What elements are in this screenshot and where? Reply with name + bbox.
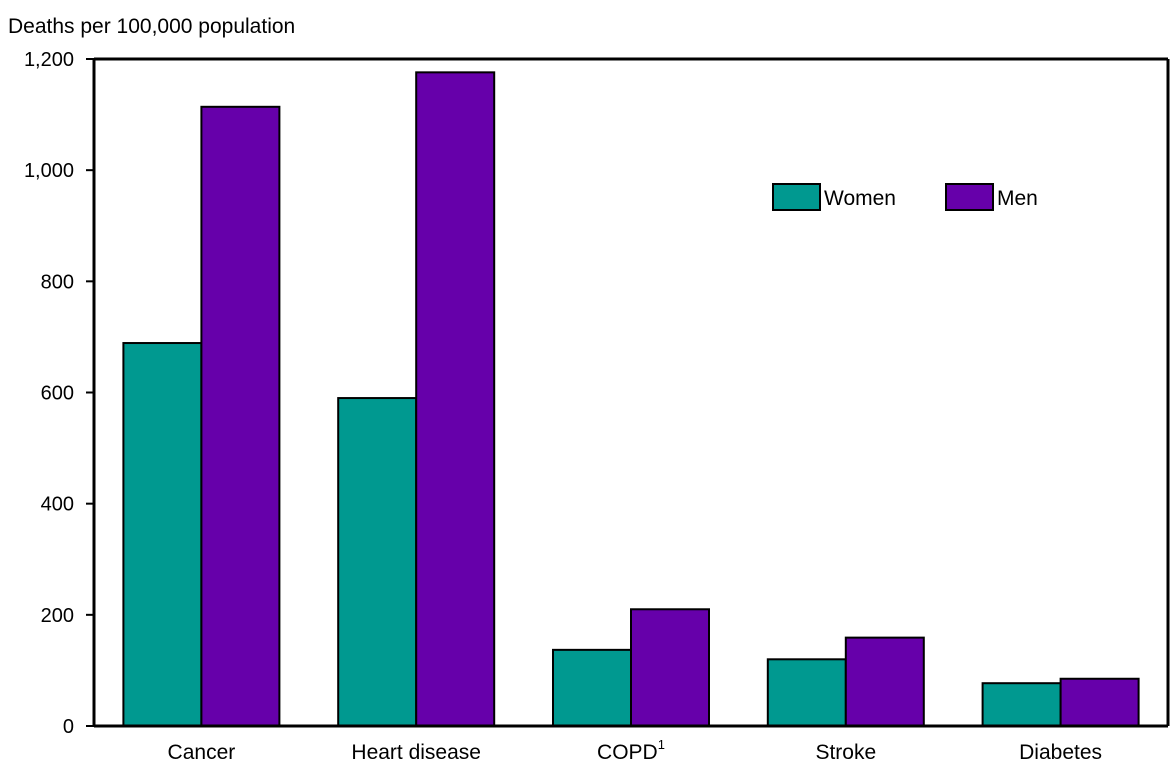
- x-tick-label-text: COPD: [597, 741, 658, 762]
- legend-swatch-men: [945, 183, 994, 211]
- bar-women-cancer: [122, 342, 203, 727]
- x-tick-label: COPD1: [597, 737, 665, 762]
- y-axis-ticks: 0 200 400 600 800 1,000 1,200: [24, 49, 94, 738]
- y-tick-label: 0: [63, 716, 74, 738]
- bar-women-diabetes: [981, 682, 1062, 727]
- y-tick-label: 400: [41, 494, 74, 516]
- axes: [92, 57, 1170, 728]
- y-tick-label: 600: [41, 383, 74, 405]
- bar-women-stroke: [766, 658, 847, 727]
- bar-men-cancer: [200, 105, 281, 727]
- y-tick-label: 1,200: [24, 49, 74, 71]
- legend-label-men: Men: [997, 187, 1038, 210]
- bar-men-diabetes: [1059, 677, 1140, 727]
- y-axis-title: Deaths per 100,000 population: [8, 15, 295, 38]
- legend-swatch-women: [772, 183, 821, 211]
- x-tick-label-text: Diabetes: [1019, 741, 1102, 762]
- x-tick-label: Stroke: [815, 741, 876, 762]
- y-tick-label: 1,000: [24, 160, 74, 182]
- x-tick-label-text: Heart disease: [351, 741, 481, 762]
- x-tick-label: Cancer: [168, 741, 236, 762]
- y-tick-label: 200: [41, 605, 74, 627]
- legend-label-women: Women: [824, 187, 896, 210]
- x-tick-label-text: Stroke: [815, 741, 876, 762]
- bar-women-heart-disease: [337, 397, 418, 727]
- y-tick-label: 800: [41, 271, 74, 293]
- x-tick-label-text: Cancer: [168, 741, 236, 762]
- bar-women-copd: [552, 648, 632, 727]
- x-tick-footnote: 1: [658, 737, 665, 752]
- x-tick-label: Diabetes: [1019, 741, 1102, 762]
- bar-men-heart-disease: [415, 71, 496, 727]
- bar-men-stroke: [844, 636, 925, 727]
- legend: Women Men: [772, 183, 1038, 211]
- bars: [122, 71, 1140, 728]
- bar-men-copd: [630, 608, 710, 728]
- x-axis-ticks: Cancer Heart disease COPD1 Stroke Diabetes: [168, 737, 1102, 762]
- x-tick-label: Heart disease: [351, 741, 481, 762]
